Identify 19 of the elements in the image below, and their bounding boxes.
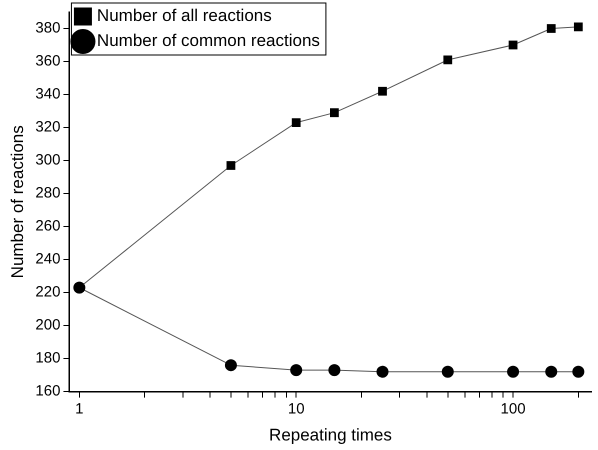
x-tick-label: 1 [75, 400, 84, 418]
y-axis-title: Number of reactions [8, 125, 27, 278]
y-tick-label: 240 [35, 250, 60, 268]
y-tick-label: 380 [35, 20, 60, 37]
y-tick-label: 360 [35, 52, 60, 70]
legend-label: Number of all reactions [96, 6, 272, 26]
y-tick-label: 160 [35, 382, 60, 400]
x-tick-label: 10 [288, 400, 305, 418]
y-tick-label: 320 [35, 118, 60, 136]
y-tick-label: 180 [35, 350, 60, 367]
y-tick-label: 300 [35, 152, 60, 169]
y-tick-label: 340 [35, 86, 60, 103]
y-tick-label: 280 [35, 184, 60, 202]
legend-label: Number of common reactions [96, 31, 320, 50]
x-axis-title: Repeating times [269, 425, 392, 444]
y-tick-label: 220 [35, 284, 60, 301]
y-tick-label: 200 [35, 316, 60, 334]
y-tick-label: 260 [35, 218, 60, 235]
x-tick-label: 100 [500, 400, 526, 418]
